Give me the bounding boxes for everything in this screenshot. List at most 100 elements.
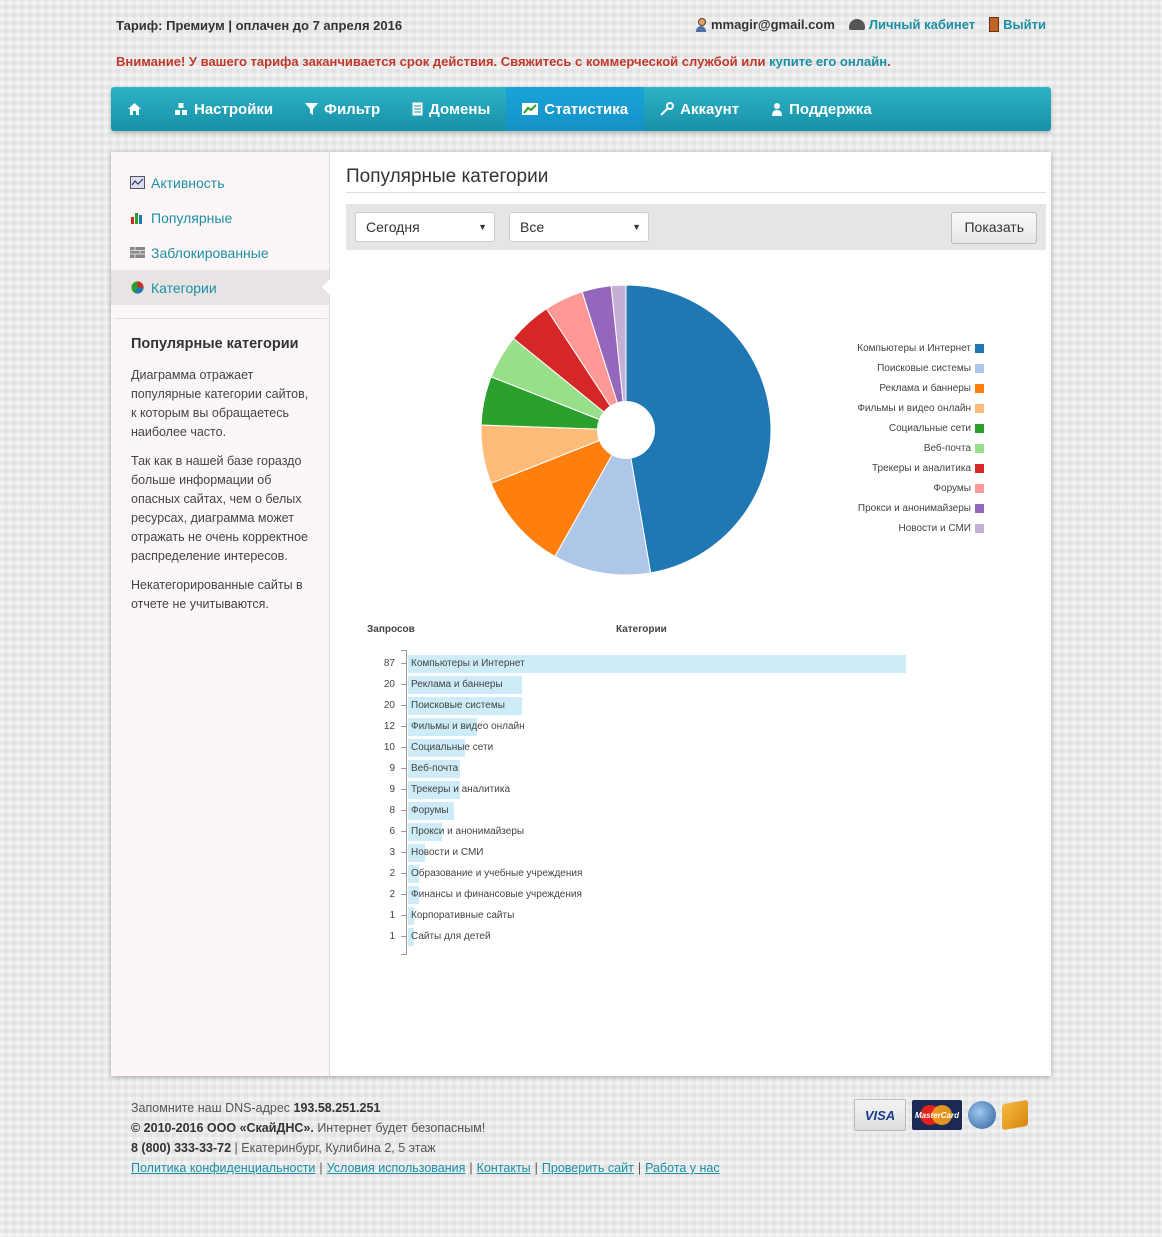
privacy-link[interactable]: Политика конфиденциальности (131, 1161, 316, 1175)
bar-label: Финансы и финансовые учреждения (411, 889, 582, 900)
bars-axis-requests: Запросов (367, 624, 415, 635)
pie-hole (597, 401, 655, 459)
legend-item: Фильмы и видео онлайн (857, 398, 984, 418)
bar-label: Форумы (411, 805, 449, 816)
bar-tick (401, 684, 406, 685)
visa-logo: VISA (854, 1099, 906, 1131)
pie-chart-svg (480, 284, 772, 576)
page-title: Популярные категории (346, 166, 549, 187)
bar-row: 87 Компьютеры и Интернет (346, 653, 1046, 674)
bar-tick (401, 873, 406, 874)
mastercard-logo: MasterCard (912, 1100, 962, 1130)
nav-home[interactable] (111, 87, 158, 131)
bar-value: 10 (383, 742, 395, 753)
dropdown-arrow-icon: ▼ (478, 222, 487, 232)
sidebar-item-categories[interactable]: Категории (111, 270, 330, 305)
sidebar-item-blocked[interactable]: Заблокированные (111, 235, 329, 270)
user-box: mmagir@gmail.com Личный кабинет Выйти (695, 17, 1046, 32)
legend-swatch (975, 363, 984, 373)
main-nav: Настройки Фильтр Домены Статистика Аккау… (111, 87, 1051, 131)
legend-label: Трекеры и аналитика (872, 462, 971, 474)
legend-item: Реклама и баннеры (857, 378, 984, 398)
bar-row: 20 Поисковые системы (346, 695, 1046, 716)
bar-value: 20 (383, 679, 395, 690)
scope-select[interactable]: Все ▼ (509, 212, 649, 242)
nav-statistics[interactable]: Статистика (506, 87, 645, 131)
sidebar: Активность Популярные Заблокированные Ка… (111, 152, 330, 1076)
bar-row: 2 Финансы и финансовые учреждения (346, 884, 1046, 905)
top-bar: Тариф: Премиум | оплачен до 7 апреля 201… (116, 16, 1046, 36)
sidebar-description: Популярные категории Диаграмма отражает … (111, 319, 329, 614)
legend-swatch (975, 463, 984, 473)
content-panel: Активность Популярные Заблокированные Ка… (111, 152, 1051, 1076)
document-icon (412, 102, 423, 116)
bar-tick (401, 768, 406, 769)
bar (408, 760, 460, 778)
footer-copyright: © 2010-2016 ООО «СкайДНС». Интернет буде… (131, 1121, 486, 1135)
bar-tick (401, 810, 406, 811)
bar (408, 697, 523, 715)
expiry-warning: Внимание! У вашего тарифа заканчивается … (116, 54, 891, 69)
nav-filter[interactable]: Фильтр (289, 87, 396, 131)
activity-icon (130, 176, 145, 189)
bar-label: Социальные сети (411, 742, 494, 753)
bar-value: 2 (389, 889, 395, 900)
legend-item: Поисковые системы (857, 358, 984, 378)
sidebar-item-activity[interactable]: Активность (111, 165, 329, 200)
dropdown-arrow-icon: ▼ (632, 222, 641, 232)
webmoney-icon (968, 1101, 996, 1129)
legend-item: Прокси и анонимайзеры (857, 498, 984, 518)
user-icon (772, 103, 783, 116)
bar-row: 9 Веб-почта (346, 758, 1046, 779)
bar-row: 12 Фильмы и видео онлайн (346, 716, 1046, 737)
nav-domains[interactable]: Домены (396, 87, 506, 131)
pie-slice (610, 284, 627, 431)
terms-link[interactable]: Условия использования (326, 1161, 466, 1175)
bar-label: Новости и СМИ (411, 847, 484, 858)
nav-settings[interactable]: Настройки (158, 87, 289, 131)
description-title: Популярные категории (131, 336, 299, 352)
payment-methods: VISA MasterCard (854, 1099, 1028, 1131)
bar-tick (401, 705, 406, 706)
bar (408, 865, 420, 883)
bar-value: 9 (389, 763, 395, 774)
legend-label: Социальные сети (888, 422, 971, 434)
bar-row: 6 Прокси и анонимайзеры (346, 821, 1046, 842)
legend-item: Новости и СМИ (857, 518, 984, 538)
bar-label: Сайты для детей (411, 931, 491, 942)
home-icon (128, 103, 141, 115)
legend-label: Новости и СМИ (898, 522, 971, 534)
show-button[interactable]: Показать (951, 212, 1037, 244)
contacts-link[interactable]: Контакты (476, 1161, 531, 1175)
nav-account[interactable]: Аккаунт (644, 87, 755, 131)
bar-label: Корпоративные сайты (411, 910, 515, 921)
pie-slice (625, 284, 772, 574)
bar (408, 928, 414, 946)
cabinet-link[interactable]: Личный кабинет (868, 17, 976, 32)
bars-axis-categories: Категории (616, 624, 667, 635)
period-select[interactable]: Сегодня ▼ (355, 212, 495, 242)
check-site-link[interactable]: Проверить сайт (541, 1161, 634, 1175)
bar-chart-icon (131, 213, 142, 224)
sidebar-item-popular[interactable]: Популярные (111, 200, 329, 235)
yandex-money-icon (1002, 1099, 1028, 1131)
legend-label: Форумы (933, 482, 971, 494)
description-paragraph-2: Так как в нашей базе гораздо больше инфо… (131, 454, 308, 563)
cabinet-icon (848, 19, 865, 30)
jobs-link[interactable]: Работа у нас (645, 1161, 720, 1175)
nav-support[interactable]: Поддержка (755, 87, 888, 131)
bar (408, 886, 420, 904)
bar-value: 6 (389, 826, 395, 837)
title-divider (346, 192, 1046, 193)
footer-dns: Запомните наш DNS-адрес 193.58.251.251 (131, 1101, 381, 1115)
bar-label: Фильмы и видео онлайн (411, 721, 525, 732)
logout-link[interactable]: Выйти (1003, 17, 1046, 32)
legend-label: Компьютеры и Интернет (857, 342, 971, 354)
bar-axis-line (406, 650, 407, 955)
wrench-icon (660, 102, 675, 116)
legend-swatch (975, 383, 984, 393)
sidebar-menu: Активность Популярные Заблокированные Ка… (111, 165, 330, 305)
settings-icon (175, 103, 187, 115)
bar-value: 1 (389, 910, 395, 921)
buy-online-link[interactable]: купите его онлайн (769, 54, 888, 69)
